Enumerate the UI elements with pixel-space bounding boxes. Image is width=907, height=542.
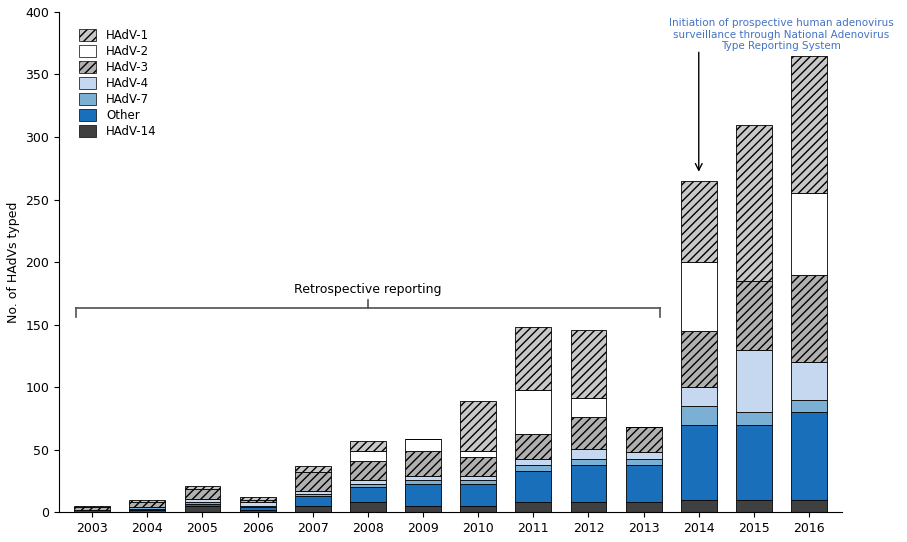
Bar (239, 502, 276, 506)
Bar (184, 486, 220, 488)
Bar (184, 488, 220, 499)
Bar (350, 487, 385, 502)
Bar (736, 350, 772, 412)
Bar (74, 510, 110, 512)
Bar (626, 502, 661, 512)
Bar (626, 427, 661, 452)
Text: Retrospective reporting: Retrospective reporting (294, 283, 442, 296)
Bar (405, 480, 441, 483)
Legend: HAdV-1, HAdV-2, HAdV-3, HAdV-4, HAdV-7, Other, HAdV-14: HAdV-1, HAdV-2, HAdV-3, HAdV-4, HAdV-7, … (73, 23, 162, 144)
Bar (515, 502, 551, 512)
Bar (130, 500, 165, 502)
Bar (130, 510, 165, 512)
Bar (791, 56, 827, 193)
Bar (405, 483, 441, 506)
Bar (74, 507, 110, 510)
Bar (130, 507, 165, 508)
Bar (460, 483, 496, 506)
Bar (460, 401, 496, 451)
Bar (571, 502, 607, 512)
Bar (681, 425, 717, 500)
Bar (350, 483, 385, 487)
Bar (74, 506, 110, 507)
Bar (295, 506, 331, 512)
Bar (571, 398, 607, 417)
Bar (515, 434, 551, 459)
Bar (571, 465, 607, 502)
Bar (350, 480, 385, 483)
Bar (791, 412, 827, 500)
Bar (295, 491, 331, 494)
Bar (681, 406, 717, 425)
Bar (515, 327, 551, 390)
Bar (295, 472, 331, 491)
Bar (350, 461, 385, 480)
Bar (295, 496, 331, 506)
Bar (681, 500, 717, 512)
Bar (405, 451, 441, 476)
Bar (239, 500, 276, 502)
Bar (405, 506, 441, 512)
Bar (460, 457, 496, 476)
Bar (184, 504, 220, 506)
Bar (405, 438, 441, 451)
Bar (460, 476, 496, 480)
Bar (295, 494, 331, 496)
Bar (239, 506, 276, 507)
Bar (460, 451, 496, 457)
Bar (626, 465, 661, 502)
Bar (571, 417, 607, 449)
Bar (681, 262, 717, 331)
Bar (239, 507, 276, 510)
Bar (515, 465, 551, 471)
Bar (571, 449, 607, 459)
Bar (791, 275, 827, 362)
Bar (681, 331, 717, 387)
Bar (405, 476, 441, 480)
Bar (736, 425, 772, 500)
Bar (460, 480, 496, 483)
Bar (791, 193, 827, 275)
Bar (681, 387, 717, 406)
Bar (736, 125, 772, 281)
Bar (515, 390, 551, 434)
Bar (184, 502, 220, 504)
Bar (515, 471, 551, 502)
Bar (681, 181, 717, 262)
Bar (184, 499, 220, 502)
Bar (350, 451, 385, 461)
Bar (515, 459, 551, 465)
Bar (295, 466, 331, 472)
Bar (791, 400, 827, 412)
Bar (626, 459, 661, 465)
Bar (736, 500, 772, 512)
Bar (130, 502, 165, 507)
Bar (130, 508, 165, 510)
Y-axis label: No. of HAdVs typed: No. of HAdVs typed (7, 202, 20, 323)
Bar (791, 362, 827, 400)
Bar (184, 506, 220, 512)
Bar (350, 441, 385, 451)
Bar (571, 330, 607, 398)
Bar (239, 510, 276, 512)
Text: Initiation of prospective human adenovirus
surveillance through National Adenovi: Initiation of prospective human adenovir… (669, 18, 894, 51)
Bar (791, 500, 827, 512)
Bar (460, 506, 496, 512)
Bar (350, 502, 385, 512)
Bar (736, 281, 772, 350)
Bar (239, 498, 276, 500)
Bar (571, 459, 607, 465)
Bar (626, 452, 661, 459)
Bar (736, 412, 772, 425)
